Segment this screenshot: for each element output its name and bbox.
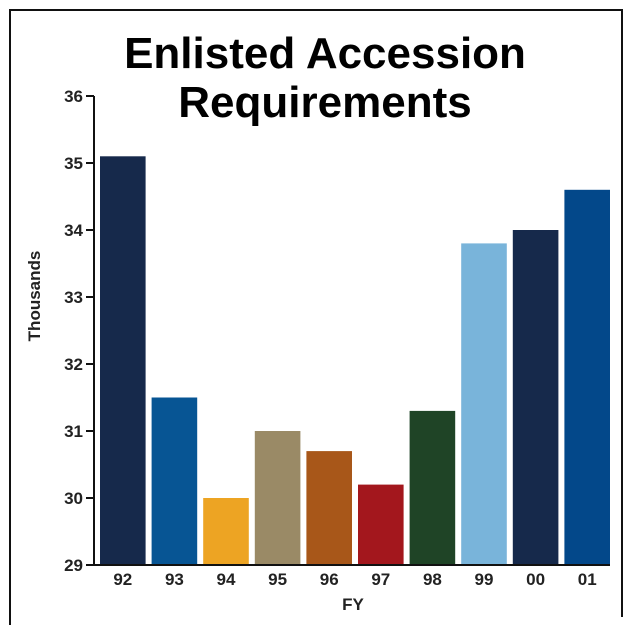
bar-97 (358, 484, 404, 565)
x-tick-label-96: 96 (320, 570, 339, 589)
chart-frame (9, 9, 623, 617)
x-tick-label-93: 93 (165, 570, 184, 589)
bar-96 (306, 451, 352, 565)
x-tick-label-94: 94 (217, 570, 236, 589)
chart-frame-edge (9, 595, 11, 625)
y-axis-label: Thousands (25, 251, 44, 342)
bar-98 (409, 410, 456, 565)
bars-group (100, 156, 610, 566)
y-ticks-group: 29 30 31 32 33 34 35 36 (64, 87, 94, 575)
bar-99 (461, 243, 507, 565)
y-tick-label: 36 (64, 87, 83, 106)
bar-00 (512, 230, 559, 565)
x-tick-label-01: 01 (578, 570, 597, 589)
y-tick-label: 34 (64, 221, 83, 240)
bar-94 (203, 498, 249, 565)
x-axis-label: FY (342, 595, 364, 614)
bar-95 (254, 431, 301, 565)
x-tick-label-99: 99 (475, 570, 494, 589)
x-tick-label-98: 98 (423, 570, 442, 589)
y-tick-label: 35 (64, 154, 83, 173)
x-tick-label-92: 92 (113, 570, 132, 589)
y-tick-label: 33 (64, 288, 83, 307)
bar-01 (564, 189, 610, 566)
x-tick-label-97: 97 (371, 570, 390, 589)
bar-92 (100, 156, 146, 566)
x-ticks-group: 92 93 94 95 96 97 98 99 00 01 (113, 570, 596, 589)
y-tick-label: 31 (64, 422, 83, 441)
y-tick-label: 29 (64, 556, 83, 575)
chart-title-line-2: Requirements (178, 78, 471, 127)
x-tick-label-00: 00 (526, 570, 545, 589)
x-tick-label-95: 95 (268, 570, 287, 589)
bar-93 (151, 397, 198, 565)
y-tick-label: 32 (64, 355, 83, 374)
y-tick-label: 30 (64, 489, 83, 508)
chart-title-line-1: Enlisted Accession (124, 29, 526, 78)
